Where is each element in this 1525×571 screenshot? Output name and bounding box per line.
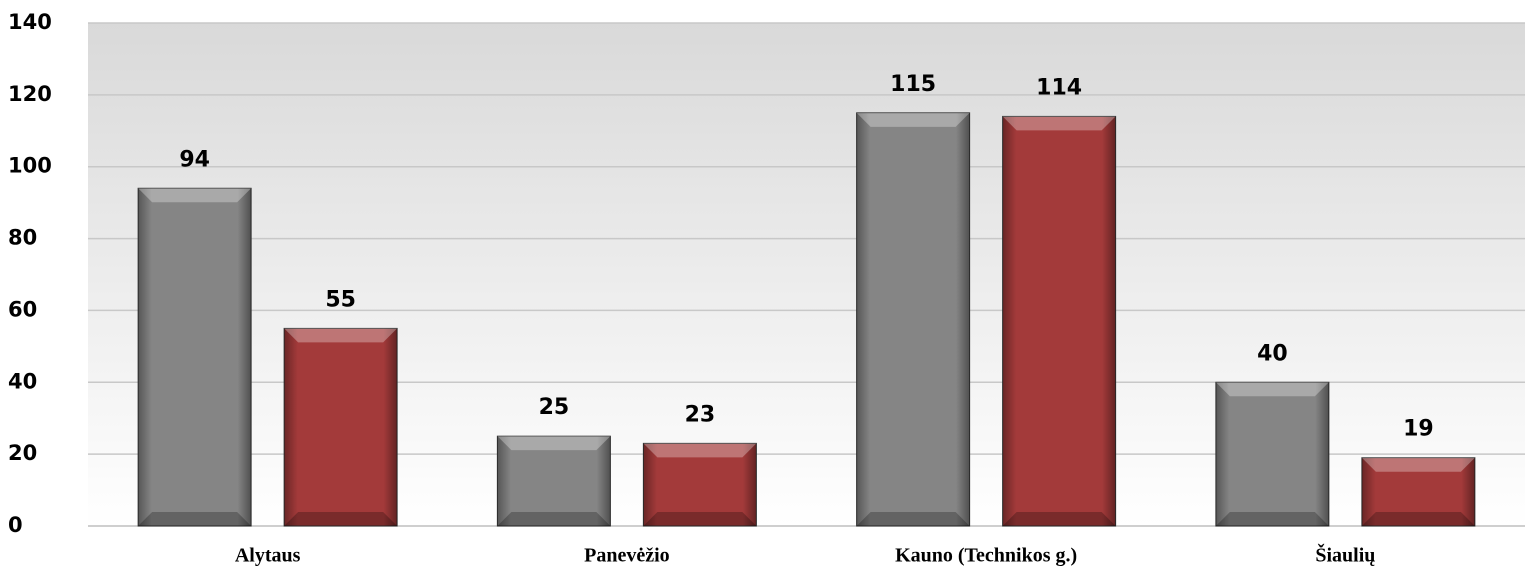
y-tick-label: 20 [8, 441, 37, 465]
data-label: 114 [1036, 75, 1082, 100]
bar-bevel [497, 512, 611, 526]
data-label: 23 [685, 402, 716, 427]
x-tick-label: Šiaulių [1315, 543, 1375, 567]
bar-bevel [643, 512, 757, 526]
y-tick-label: 100 [8, 154, 52, 178]
bar-shade [497, 436, 611, 526]
data-label: 94 [179, 147, 210, 172]
x-tick-label: Panevėžio [584, 545, 670, 567]
bar-shade [643, 443, 757, 526]
y-tick-label: 120 [8, 82, 52, 106]
bar-bevel [1361, 457, 1475, 472]
bar-shade [856, 112, 970, 527]
bar-shade [1361, 457, 1475, 526]
bar-bevel [284, 512, 398, 526]
bar-bevel [138, 512, 252, 526]
bar-shade [138, 188, 252, 526]
data-label: 25 [539, 395, 570, 420]
bar-bevel [284, 328, 398, 343]
bar-bevel [643, 443, 757, 458]
bar-bevel [138, 188, 252, 203]
bar-bevel [1002, 116, 1116, 131]
y-tick-label: 140 [8, 10, 52, 34]
bar-bevel [1361, 512, 1475, 526]
x-tick-label: Alytaus [235, 545, 301, 567]
y-tick-label: 80 [8, 226, 37, 250]
data-label: 40 [1257, 341, 1288, 366]
bar-shade [1002, 116, 1116, 527]
bar-bevel [856, 512, 970, 526]
bar-shade [1215, 382, 1329, 526]
x-tick-label: Kauno (Technikos g.) [895, 545, 1077, 567]
data-label: 55 [325, 287, 356, 312]
bar-shade [284, 328, 398, 526]
bar-bevel [856, 112, 970, 127]
bar-bevel [1215, 512, 1329, 526]
bar-bevel [1002, 512, 1116, 526]
y-tick-label: 0 [8, 513, 23, 537]
data-label: 19 [1403, 417, 1434, 442]
y-tick-label: 40 [8, 369, 37, 393]
data-label: 115 [890, 72, 936, 97]
bar-bevel [1215, 382, 1329, 397]
y-tick-label: 60 [8, 297, 37, 321]
bar-bevel [497, 436, 611, 451]
